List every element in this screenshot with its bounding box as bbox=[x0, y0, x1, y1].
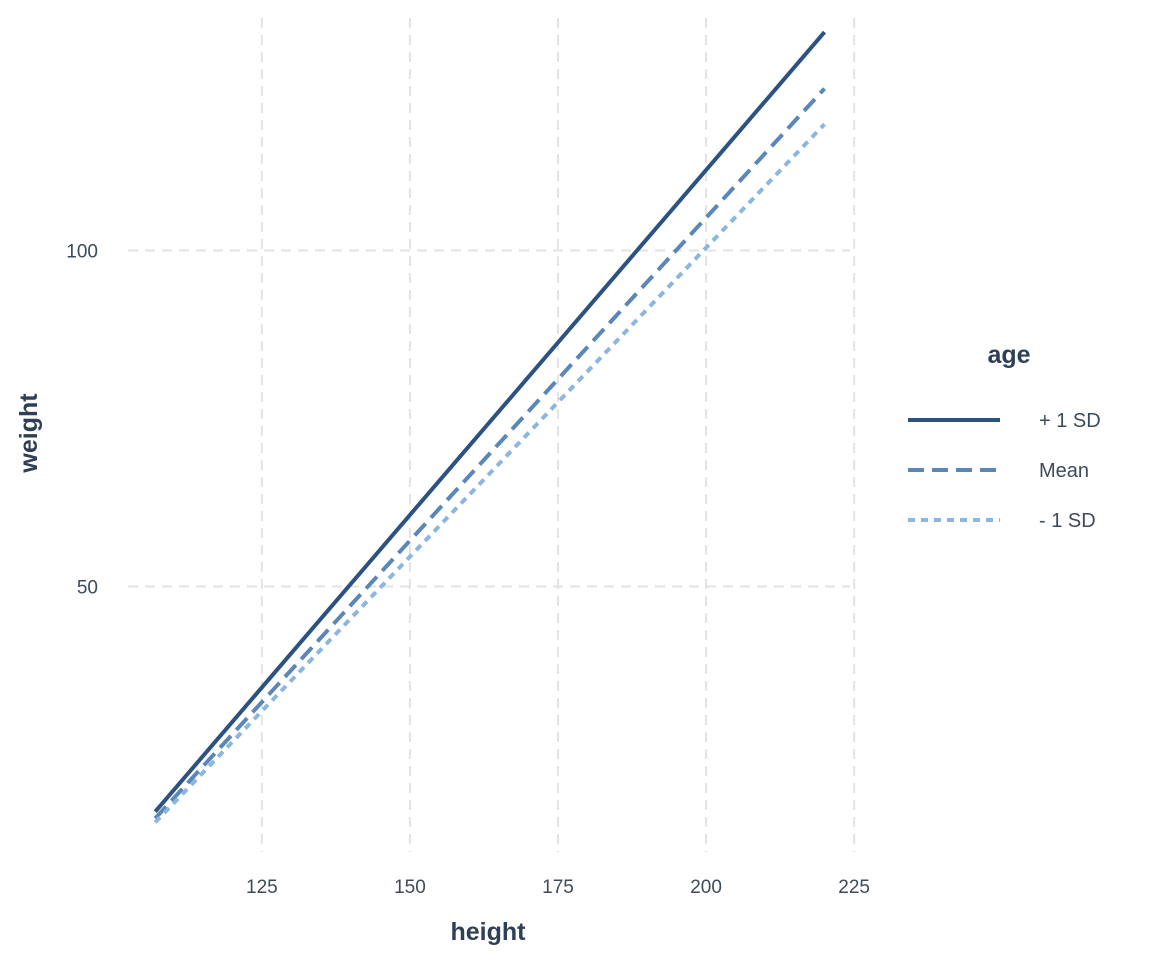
tick-labels: 125 150 175 200 225 50 100 bbox=[66, 242, 870, 898]
series-line bbox=[153, 87, 826, 820]
grid bbox=[128, 18, 856, 852]
x-tick-label: 175 bbox=[542, 877, 574, 898]
legend-title: age bbox=[987, 341, 1030, 369]
y-tick-label: 50 bbox=[77, 578, 98, 599]
y-tick-label: 100 bbox=[66, 242, 98, 263]
series-line bbox=[153, 30, 827, 814]
x-tick-label: 150 bbox=[394, 877, 426, 898]
series-lines bbox=[153, 30, 827, 824]
x-tick-label: 200 bbox=[690, 877, 722, 898]
legend: age + 1 SD Mean - 1 SD bbox=[908, 341, 1101, 532]
y-axis-title: weight bbox=[15, 393, 43, 474]
x-tick-label: 125 bbox=[246, 877, 278, 898]
legend-label: + 1 SD bbox=[1039, 410, 1101, 432]
legend-label: Mean bbox=[1039, 460, 1089, 482]
legend-label: - 1 SD bbox=[1039, 510, 1096, 532]
x-axis-title: height bbox=[451, 918, 527, 946]
series-line bbox=[153, 122, 826, 824]
x-tick-label: 225 bbox=[838, 877, 870, 898]
legend-items: + 1 SD Mean - 1 SD bbox=[908, 410, 1101, 532]
